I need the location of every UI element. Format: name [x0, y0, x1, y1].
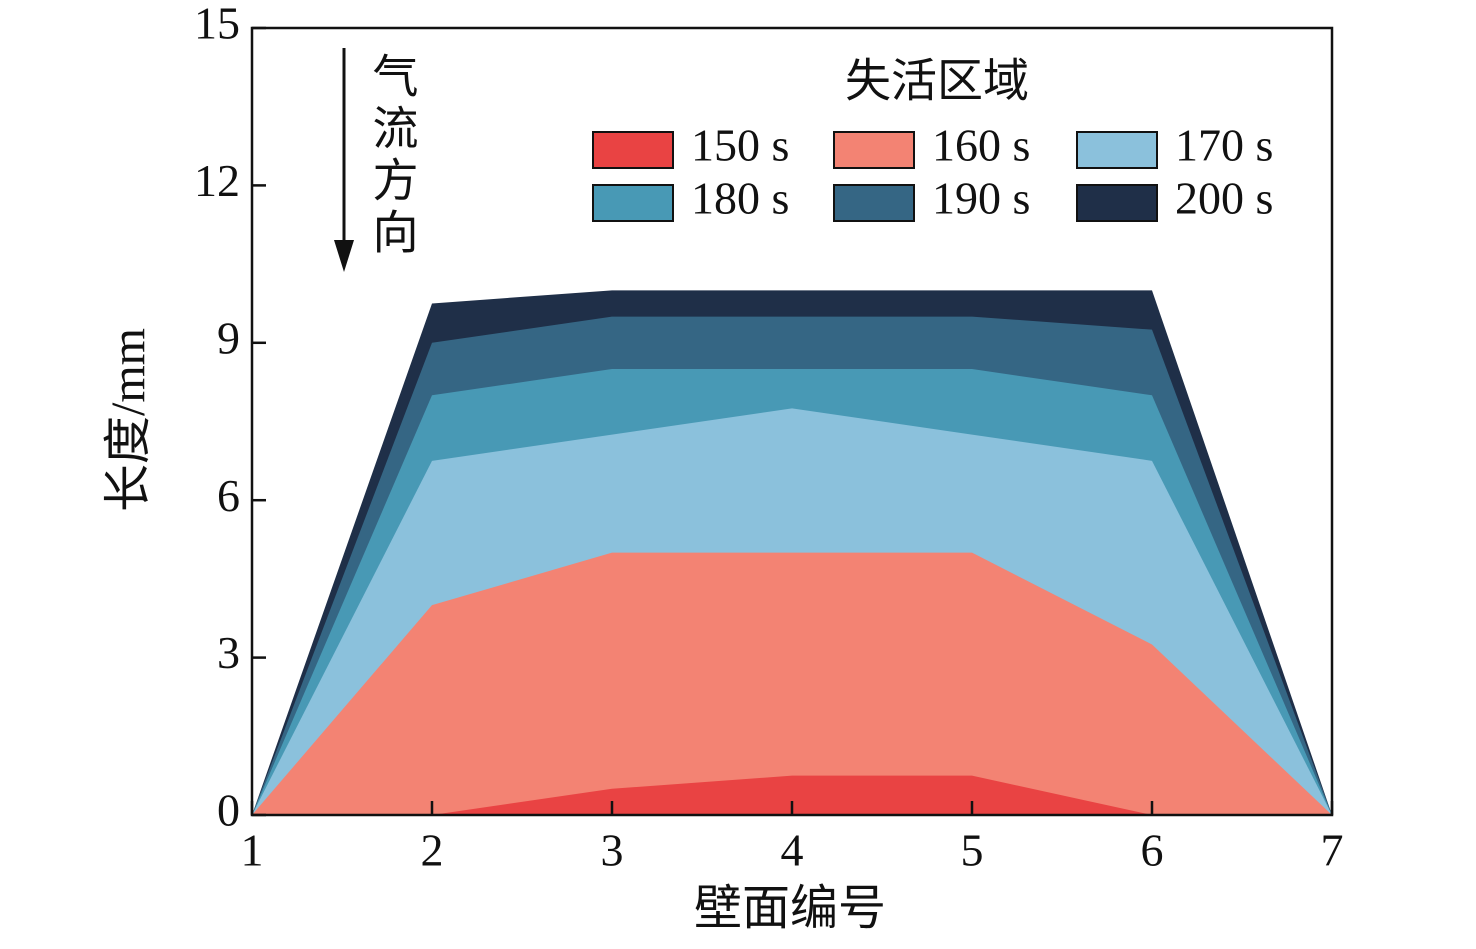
- y-axis-label: 长度/mm: [102, 328, 155, 512]
- x-tick-label: 4: [781, 825, 804, 876]
- x-tick-label: 1: [241, 825, 264, 876]
- legend-swatch: [1076, 184, 1158, 222]
- legend-label: 180 s: [691, 173, 789, 224]
- y-tick-label: 12: [194, 155, 240, 206]
- y-tick-label: 9: [217, 312, 240, 363]
- legend-label: 170 s: [1175, 120, 1273, 171]
- legend-label: 200 s: [1175, 173, 1273, 224]
- legend-swatch: [833, 184, 915, 222]
- x-axis-label: 壁面编号: [694, 882, 886, 935]
- legend-label: 190 s: [932, 173, 1030, 224]
- y-tick-label: 0: [217, 785, 240, 836]
- legend-swatch: [833, 131, 915, 169]
- y-tick-label: 6: [217, 470, 240, 521]
- area: [252, 552, 1332, 815]
- legend-swatch: [1076, 131, 1158, 169]
- legend-label: 150 s: [691, 120, 789, 171]
- area: [252, 775, 1332, 815]
- y-tick-label: 3: [217, 627, 240, 678]
- x-tick-label: 2: [421, 825, 444, 876]
- legend-label: 160 s: [932, 120, 1030, 171]
- x-tick-label: 7: [1321, 825, 1344, 876]
- legend-title: 失活区域: [845, 56, 1029, 107]
- flow-arrow-head: [334, 240, 354, 272]
- x-tick-label: 5: [961, 825, 984, 876]
- legend-swatch: [592, 131, 674, 169]
- plot-area: [252, 290, 1332, 815]
- x-tick-label: 6: [1141, 825, 1164, 876]
- flow-annotation: 气流方向: [367, 52, 418, 260]
- y-tick-label: 15: [194, 0, 240, 49]
- x-tick-label: 3: [601, 825, 624, 876]
- legend-swatch: [592, 184, 674, 222]
